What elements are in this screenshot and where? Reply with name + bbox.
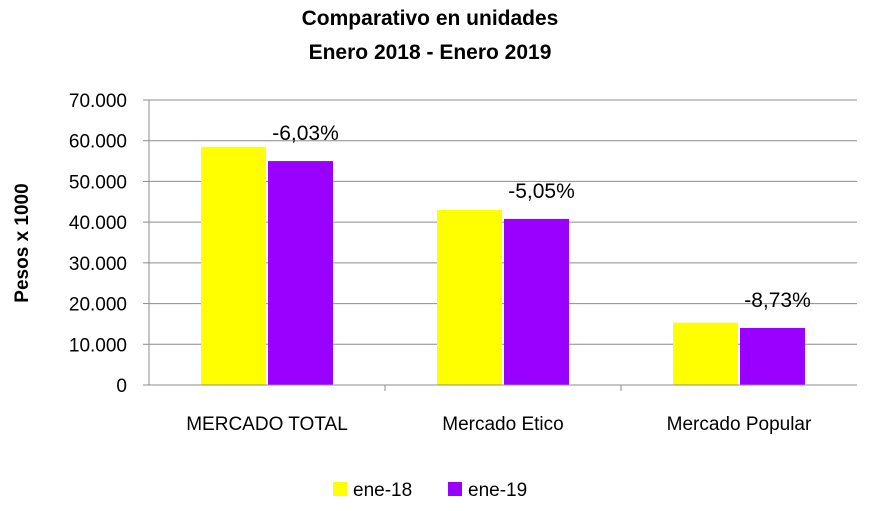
category-label: MERCADO TOTAL	[186, 414, 348, 435]
category-labels: MERCADO TOTAL Mercado Etico Mercado Popula…	[186, 414, 812, 435]
y-tick-label: 0	[116, 376, 127, 397]
y-tick-label: 40.000	[69, 213, 127, 234]
bars	[201, 146, 805, 385]
data-label: -8,73%	[744, 289, 811, 312]
gridlines	[143, 99, 857, 386]
category-label: Mercado Popular	[667, 414, 812, 435]
legend-label: ene-19	[468, 480, 527, 501]
y-tick-label: 30.000	[69, 254, 127, 275]
legend-swatch-ene-19	[448, 482, 462, 496]
bar-ene-19	[740, 328, 805, 385]
y-tick-label: 60.000	[69, 132, 127, 153]
category-label: Mercado Etico	[442, 414, 563, 435]
bar-ene-18	[673, 322, 738, 385]
legend: ene-18 ene-19	[333, 480, 527, 501]
data-label: -6,03%	[272, 122, 339, 145]
y-tick-label: 50.000	[69, 172, 127, 193]
y-axis-label: Pesos x 1000	[12, 183, 33, 302]
y-tick-label: 20.000	[69, 295, 127, 316]
legend-label: ene-18	[353, 480, 412, 501]
y-tick-label: 10.000	[69, 335, 127, 356]
data-labels: -6,03% -5,05% -8,73%	[272, 122, 811, 312]
chart-title-line-1: Comparativo en unidades	[302, 7, 559, 30]
bar-ene-18	[201, 146, 266, 385]
bar-ene-19	[504, 218, 569, 385]
axes	[148, 100, 857, 391]
bar-ene-18	[437, 209, 502, 385]
data-label: -5,05%	[508, 180, 575, 203]
bar-ene-19	[268, 161, 333, 385]
legend-swatch-ene-18	[333, 482, 347, 496]
y-tick-label: 70.000	[69, 91, 127, 112]
chart-title-line-2: Enero 2018 - Enero 2019	[309, 41, 552, 64]
y-tick-labels: 0 10.000 20.000 30.000 40.000 50.000 60.000 70.…	[69, 91, 127, 397]
